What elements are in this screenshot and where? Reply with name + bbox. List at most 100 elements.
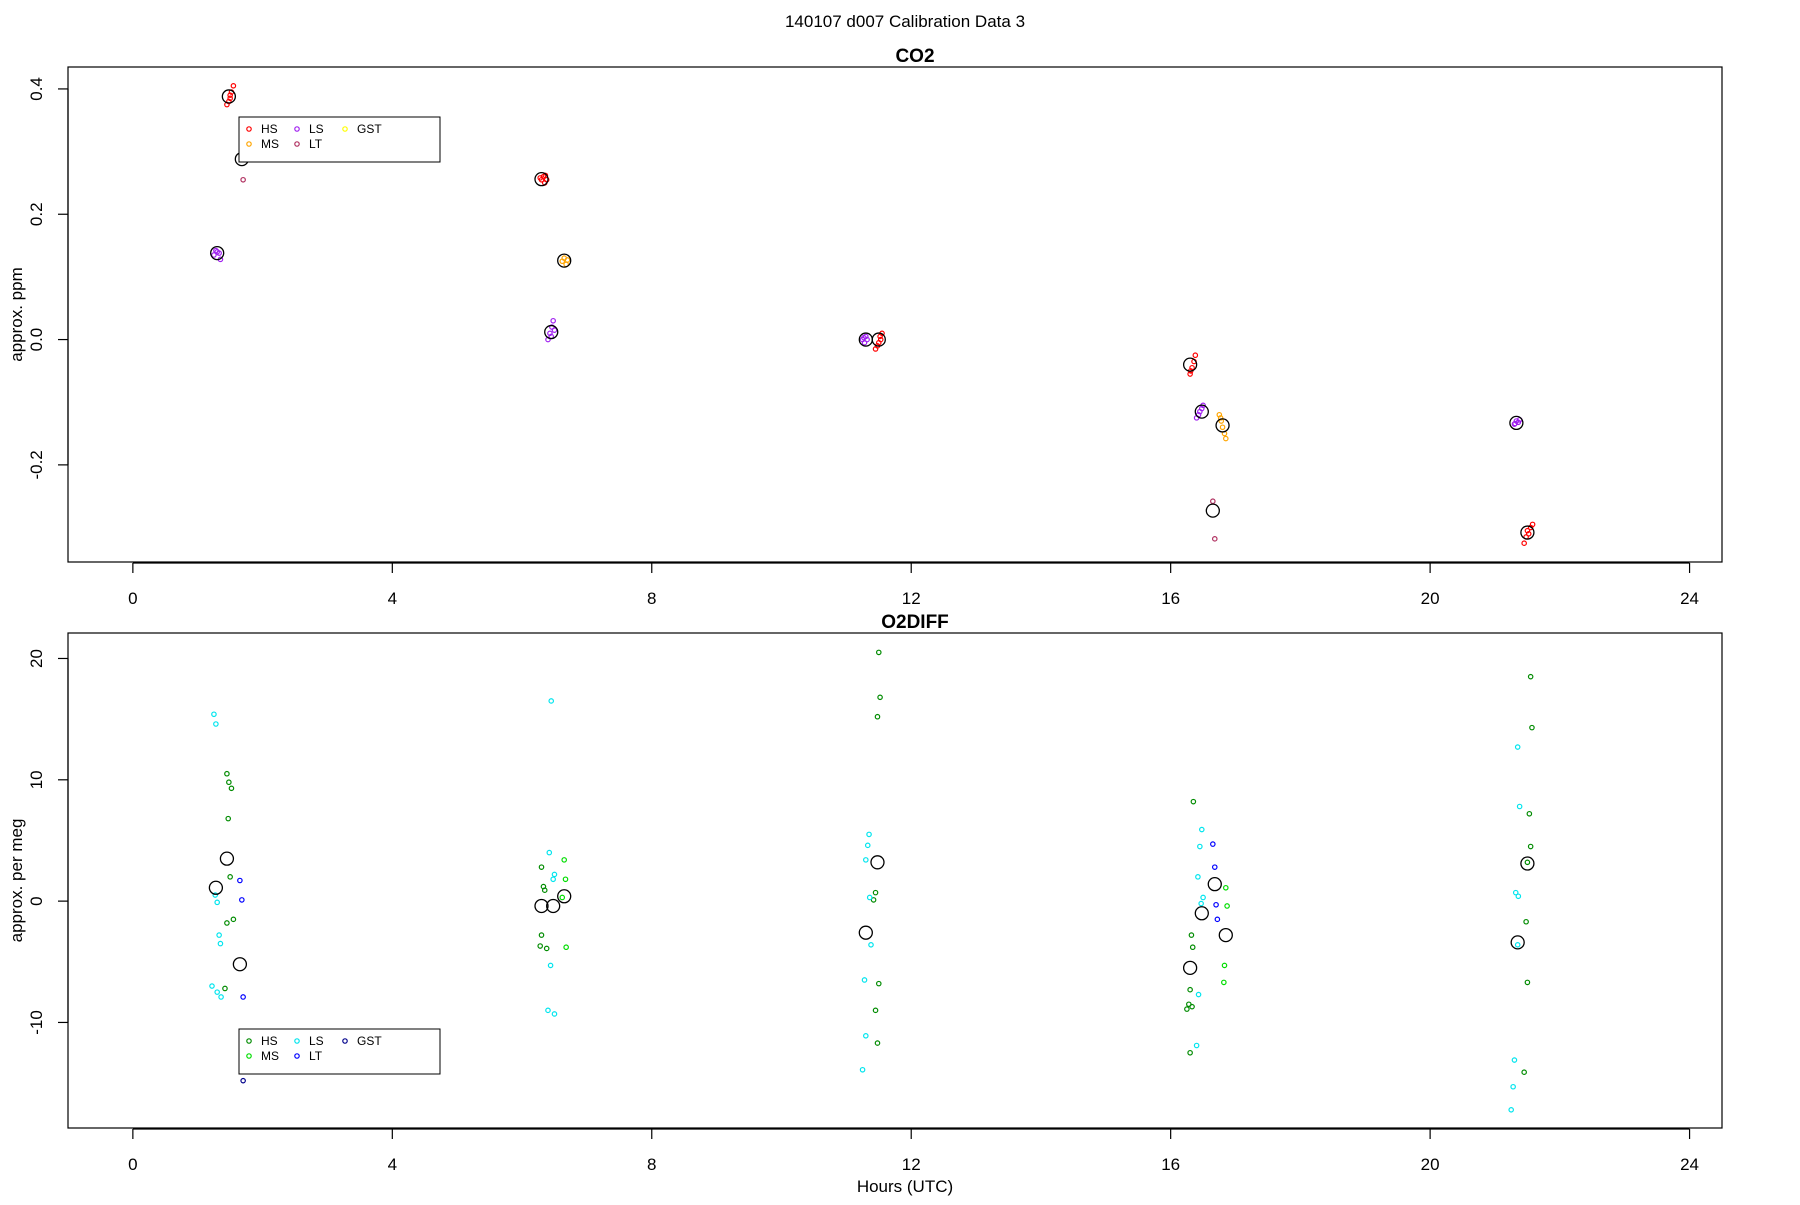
- legend-label: HS: [261, 122, 278, 136]
- data-point: [217, 940, 224, 947]
- data-point: [538, 864, 545, 870]
- mean-point: [858, 925, 873, 940]
- data-point: [1524, 859, 1531, 866]
- legend-marker: [246, 141, 252, 147]
- data-point: [874, 1040, 881, 1046]
- data-point: [550, 317, 556, 324]
- data-point: [1210, 498, 1216, 505]
- data-point: [537, 943, 544, 949]
- data-point: [863, 857, 869, 863]
- y-axis-label: approx. per meg: [7, 819, 26, 943]
- data-point: [870, 897, 877, 903]
- chart-panel-1: O2DIFF 0 4 8 12 16 20 24 Hours (UTC) -10 0 10 20 appr…: [7, 612, 1723, 1196]
- data-point: [1525, 531, 1532, 537]
- data-point: [240, 1077, 246, 1084]
- x-tick-label: 12: [902, 1155, 921, 1174]
- data-point: [1195, 874, 1201, 880]
- data-point: [1184, 1006, 1190, 1012]
- data-point: [224, 920, 230, 926]
- data-point: [1197, 843, 1203, 850]
- data-point: [863, 1032, 869, 1039]
- series-lt: [240, 176, 1218, 542]
- data-point: [1189, 944, 1196, 951]
- data-point: [875, 980, 882, 987]
- data-point: [1514, 744, 1521, 750]
- legend-marker: [246, 1038, 252, 1044]
- data-point: [1199, 826, 1205, 833]
- mean-markers: [208, 851, 1535, 976]
- mean-point: [221, 89, 237, 104]
- legend-label: LS: [309, 122, 324, 136]
- data-point: [1214, 916, 1221, 923]
- data-point: [1524, 527, 1531, 534]
- data-point: [1192, 352, 1199, 359]
- legend-marker: [294, 141, 300, 147]
- data-point: [226, 779, 232, 786]
- data-point: [872, 889, 879, 896]
- x-tick-label: 20: [1421, 1155, 1440, 1174]
- legend-marker: [246, 1053, 252, 1059]
- chart-title: O2DIFF: [881, 612, 949, 633]
- data-point: [222, 985, 228, 992]
- chart-panel-0: CO2 0 4 8 12 16 20 24 -0.2 0.0 0.2 0.4 approx. ppm HS…: [7, 46, 1723, 608]
- data-point: [877, 336, 884, 343]
- data-point: [877, 694, 883, 701]
- data-point: [866, 894, 873, 901]
- y-tick-label: 10: [27, 770, 46, 789]
- data-point: [225, 815, 232, 822]
- data-point: [1189, 364, 1195, 371]
- data-point: [551, 871, 558, 878]
- legend-marker: [294, 1038, 300, 1044]
- data-point: [1211, 536, 1218, 542]
- data-point: [218, 994, 224, 1000]
- data-point: [1510, 1083, 1516, 1090]
- data-point: [1223, 435, 1229, 442]
- y-axis-label: approx. ppm: [7, 267, 26, 362]
- legend-label: GST: [357, 122, 382, 136]
- y-tick-label: -0.2: [27, 450, 46, 479]
- mean-point: [546, 898, 561, 914]
- mean-point: [557, 253, 572, 268]
- data-point: [1190, 798, 1197, 805]
- data-point: [239, 897, 245, 903]
- series-lt: [237, 841, 1221, 1000]
- data-point: [866, 831, 872, 838]
- legend-box: [238, 116, 441, 163]
- data-point: [1200, 894, 1206, 901]
- x-tick-label: 0: [128, 1155, 137, 1174]
- legend-marker: [246, 126, 252, 132]
- data-point: [861, 334, 867, 341]
- data-point: [551, 1011, 558, 1017]
- data-point: [547, 962, 554, 969]
- legend-label: LT: [309, 137, 323, 151]
- data-point: [547, 330, 553, 337]
- data-point: [1189, 1003, 1195, 1010]
- series-ms: [559, 857, 1230, 986]
- data-point: [1524, 979, 1531, 986]
- data-point: [551, 327, 558, 333]
- x-tick-label: 20: [1421, 589, 1440, 608]
- series-hs: [224, 82, 1536, 547]
- mean-point: [219, 851, 235, 866]
- x-tick-label: 12: [902, 589, 921, 608]
- data-point: [562, 876, 569, 883]
- data-point: [545, 1007, 551, 1014]
- legend-label: LT: [309, 1049, 323, 1063]
- data-point: [227, 92, 233, 98]
- data-point: [230, 916, 237, 923]
- mean-point: [871, 332, 886, 347]
- legend-box: [238, 1028, 441, 1075]
- data-point: [1516, 803, 1523, 810]
- series-hs: [222, 649, 1535, 1075]
- data-point: [227, 874, 233, 880]
- data-point: [213, 721, 219, 727]
- mean-point: [557, 889, 572, 904]
- data-point: [1193, 1042, 1200, 1049]
- series-ls: [211, 247, 1523, 427]
- data-point: [230, 82, 237, 89]
- mean-point: [1205, 503, 1220, 518]
- x-tick-label: 16: [1161, 589, 1180, 608]
- data-point: [1526, 810, 1533, 817]
